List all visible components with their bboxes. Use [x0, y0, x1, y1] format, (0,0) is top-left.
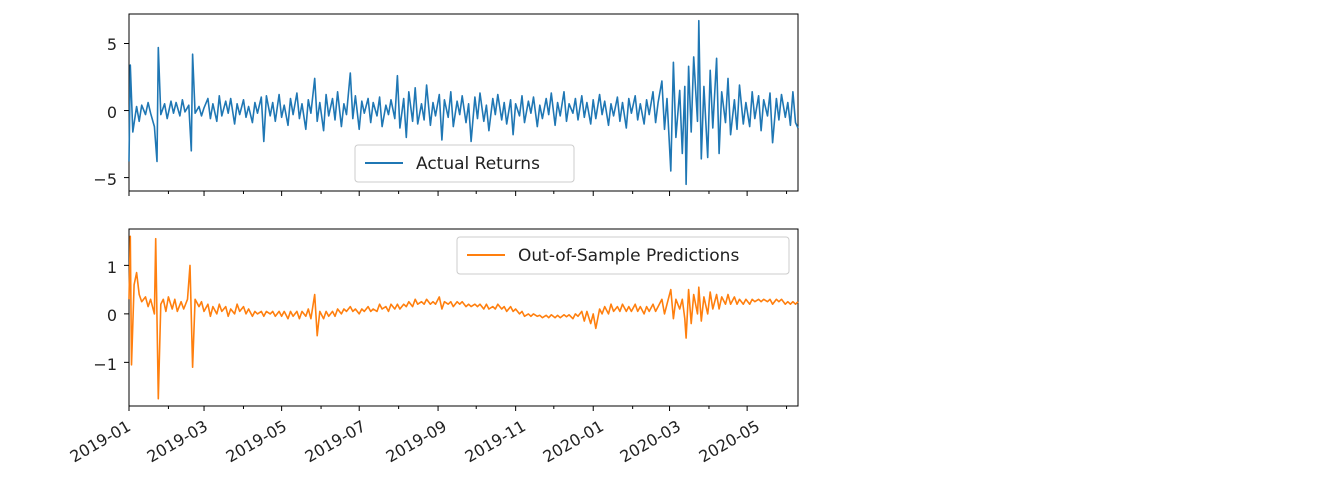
xtick-label: 2019-07: [302, 416, 369, 466]
xtick-label: 2020-05: [696, 416, 763, 466]
xtick-label: 2019-11: [462, 416, 529, 466]
predictions-line: [128, 235, 799, 400]
xtick-label: 2019-01: [67, 416, 134, 466]
actual-returns-panel: 5 0 −5 Actual Returns: [93, 13, 799, 196]
actual-returns-ticks: [124, 43, 788, 196]
legend-box: [456, 236, 790, 275]
actual-returns-ytick-labels: 5 0 −5: [93, 35, 117, 189]
actual-returns-line: [128, 19, 799, 186]
ytick-label: 1: [107, 258, 117, 277]
xtick-label: 2020-01: [540, 416, 607, 466]
predictions-xtick-labels: 2019-01 2019-03 2019-05 2019-07 2019-09 …: [67, 416, 763, 466]
ytick-label: 0: [107, 103, 117, 122]
xtick-label: 2019-03: [144, 416, 211, 466]
legend-label-predictions: Out-of-Sample Predictions: [518, 246, 739, 266]
legend-label-actual-returns: Actual Returns: [416, 154, 540, 174]
actual-returns-legend: Actual Returns: [354, 144, 575, 183]
predictions-ytick-labels: 1 0 −1: [93, 258, 117, 374]
xtick-label: 2019-09: [383, 416, 450, 466]
legend-box: [354, 144, 575, 183]
xtick-label: 2020-03: [617, 416, 684, 466]
ytick-label: −1: [93, 355, 117, 374]
ytick-label: 0: [107, 306, 117, 325]
xtick-label: 2019-05: [223, 416, 290, 466]
predictions-panel: 1 0 −1 Out-of-Sample Predictions 2019-01…: [67, 228, 799, 466]
ytick-label: 5: [107, 35, 117, 54]
predictions-legend: Out-of-Sample Predictions: [456, 236, 790, 275]
ytick-label: −5: [93, 170, 117, 189]
predictions-ticks: [124, 264, 788, 411]
